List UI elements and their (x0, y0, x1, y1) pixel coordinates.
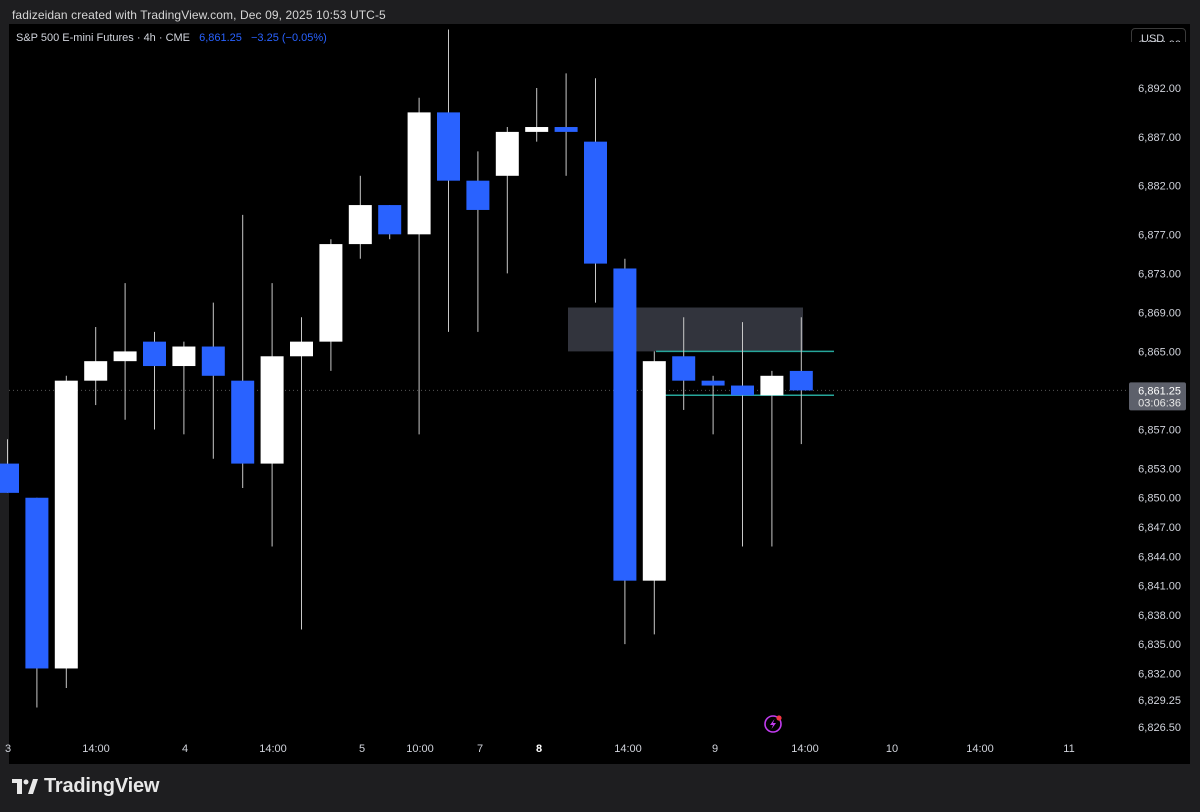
tradingview-brand-text: TradingView (44, 775, 160, 797)
chart-panel[interactable] (9, 24, 1190, 764)
legend-change: −3.25 (−0.05%) (250, 32, 327, 44)
tradingview-logo-icon (12, 778, 38, 794)
credit-text: fadizeidan created with TradingView.com,… (12, 8, 386, 22)
symbol-legend: S&P 500 E-mini Futures · 4h · CME 6,861.… (16, 32, 327, 44)
footer (0, 764, 1200, 812)
currency-button[interactable]: USD (1131, 28, 1186, 48)
top-bar: fadizeidan created with TradingView.com,… (0, 0, 1200, 24)
symbol-title[interactable]: S&P 500 E-mini Futures · 4h · CME (16, 32, 191, 44)
tradingview-logo[interactable]: TradingView (12, 775, 159, 798)
legend-price: 6,861.25 (199, 32, 242, 44)
